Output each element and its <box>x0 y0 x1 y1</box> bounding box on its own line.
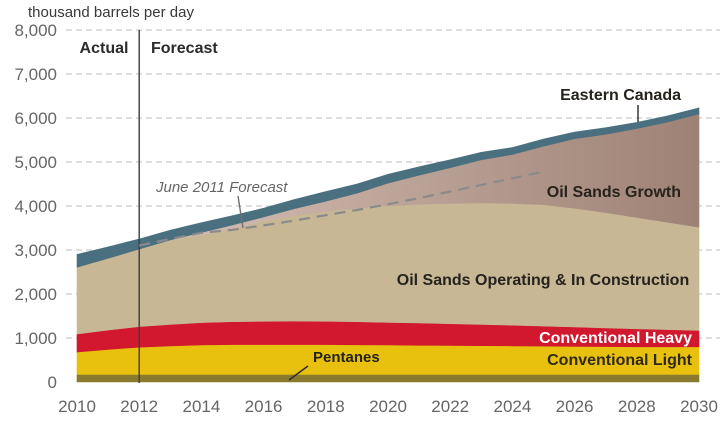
oil-sands-growth-label: Oil Sands Growth <box>547 184 681 201</box>
x-axis-tick-2016: 2016 <box>245 397 283 416</box>
y-axis-tick-0: 0 <box>48 373 57 392</box>
y-axis-tick-4,000: 4,000 <box>14 197 57 216</box>
conventional-heavy-label: Conventional Heavy <box>539 330 692 347</box>
y-axis-tick-labels: 0 1,000 2,000 3,000 4,000 5,000 6,000 7,000 8,00… <box>14 21 57 392</box>
x-axis-tick-2022: 2022 <box>431 397 469 416</box>
x-axis-tick-2014: 2014 <box>182 397 220 416</box>
band-eastern-canada <box>76 107 700 268</box>
band-oil-sands-operating-in-construction <box>76 202 700 335</box>
x-axis-tick-2024: 2024 <box>493 397 531 416</box>
x-axis-tick-2026: 2026 <box>556 397 594 416</box>
y-axis-tick-2,000: 2,000 <box>14 285 57 304</box>
x-axis-tick-2010: 2010 <box>58 397 96 416</box>
conventional-light-label: Conventional Light <box>547 352 693 369</box>
y-axis-tick-1,000: 1,000 <box>14 329 57 348</box>
x-axis-tick-2030: 2030 <box>680 397 718 416</box>
y-axis-tick-3,000: 3,000 <box>14 241 57 260</box>
y-axis-tick-8,000: 8,000 <box>14 21 57 40</box>
pentanes-label: Pentanes <box>313 349 380 366</box>
forecast-phase-label: Forecast <box>151 40 218 57</box>
x-axis-tick-labels: 2010 2012 2014 2016 2018 2020 2022 2024 2026 2028… <box>58 397 718 416</box>
eastern-canada-label: Eastern Canada <box>560 87 681 104</box>
x-axis-tick-2012: 2012 <box>120 397 158 416</box>
oil-sands-operating-label: Oil Sands Operating & In Construction <box>397 272 689 289</box>
june-2011-forecast-pointer-line <box>237 195 244 229</box>
june-2011-forecast-line <box>138 170 544 247</box>
chart-title: thousand barrels per day <box>28 4 194 21</box>
x-axis-tick-2020: 2020 <box>369 397 407 416</box>
band-pentanes <box>76 374 700 383</box>
y-axis-tick-7,000: 7,000 <box>14 65 57 84</box>
x-axis-tick-2028: 2028 <box>618 397 656 416</box>
pentanes-pointer-line <box>288 365 309 381</box>
area-bands <box>76 107 700 383</box>
actual-phase-label: Actual <box>80 40 129 57</box>
y-axis-tick-5,000: 5,000 <box>14 153 57 172</box>
x-axis-tick-2018: 2018 <box>307 397 345 416</box>
y-axis-tick-6,000: 6,000 <box>14 109 57 128</box>
june-2011-forecast-label: June 2011 Forecast <box>155 179 288 196</box>
